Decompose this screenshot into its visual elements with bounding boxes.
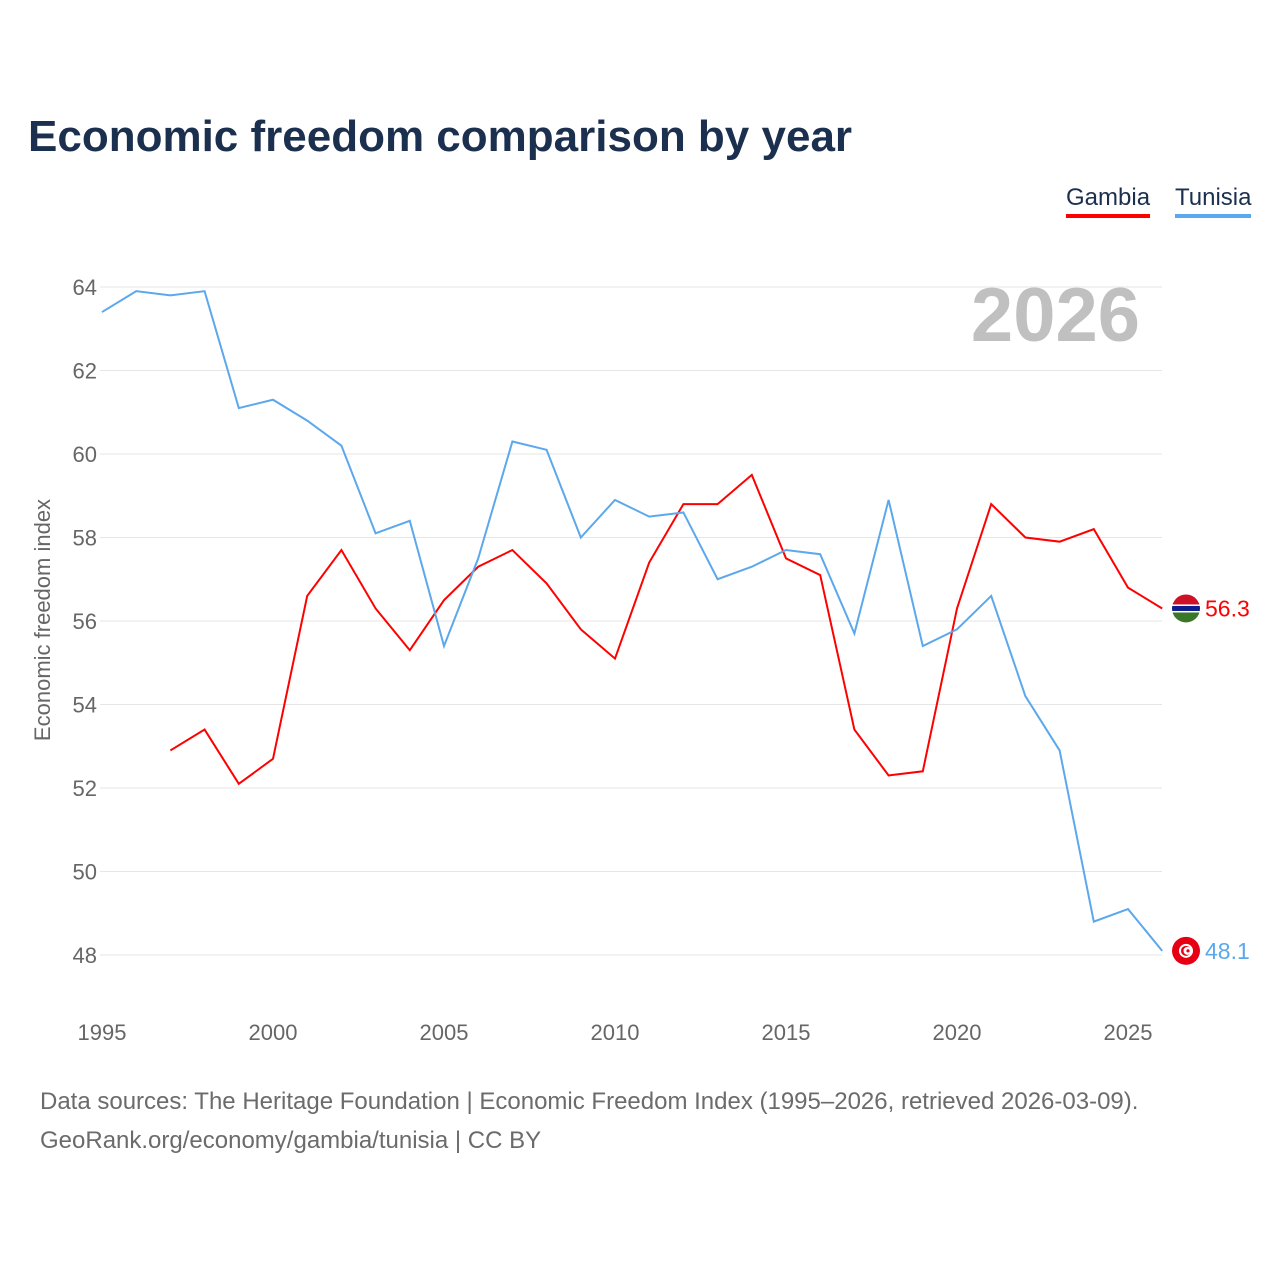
source-link[interactable]: GeoRank.org/economy/gambia/tunisia | CC …: [40, 1127, 542, 1154]
x-tick-label: 1995: [78, 1020, 127, 1045]
stripe-green: [1172, 612, 1200, 623]
x-tick-label: 2020: [933, 1020, 982, 1045]
end-value-label: 56.3: [1205, 595, 1250, 621]
y-tick-label: 56: [73, 609, 97, 634]
stripe-red: [1172, 594, 1200, 605]
legend-gambia[interactable]: Gambia: [1066, 184, 1151, 218]
x-tick-label: 2005: [420, 1020, 469, 1045]
source-text: Data sources: The Heritage Foundation | …: [40, 1088, 1139, 1115]
y-tick-label: 48: [73, 943, 97, 968]
y-tick-label: 60: [73, 442, 97, 467]
star: [1186, 949, 1190, 953]
x-tick-label: 2025: [1104, 1020, 1153, 1045]
chart-title: Economic freedom comparison by year: [28, 112, 853, 161]
tunisia-flag-icon: [1172, 936, 1200, 965]
x-tick-label: 2010: [591, 1020, 640, 1045]
series-line-gambia: [169, 473, 1163, 786]
gambia-flag-icon: [1172, 594, 1200, 623]
y-tick-label: 58: [73, 526, 97, 551]
y-axis-label: Economic freedom index: [30, 499, 55, 741]
stripe-blue: [1172, 605, 1200, 611]
series-line-tunisia: [101, 290, 1163, 952]
line-chart: 48 50 52 54 56 58 60 62 64 1995 2000 2005 2010 2015 20…: [30, 273, 1250, 1045]
flag-stripes: [1172, 594, 1200, 623]
y-tick-label: 52: [73, 776, 97, 801]
y-tick-label: 64: [73, 275, 97, 300]
y-tick-label: 62: [73, 359, 97, 384]
x-tick-label: 2015: [762, 1020, 811, 1045]
legend-tunisia[interactable]: Tunisia: [1175, 184, 1252, 218]
y-tick-label: 50: [73, 860, 97, 885]
end-value-label: 48.1: [1205, 938, 1250, 964]
y-tick-label: 54: [73, 693, 97, 718]
x-tick-label: 2000: [249, 1020, 298, 1045]
year-watermark: 2026: [971, 273, 1140, 358]
